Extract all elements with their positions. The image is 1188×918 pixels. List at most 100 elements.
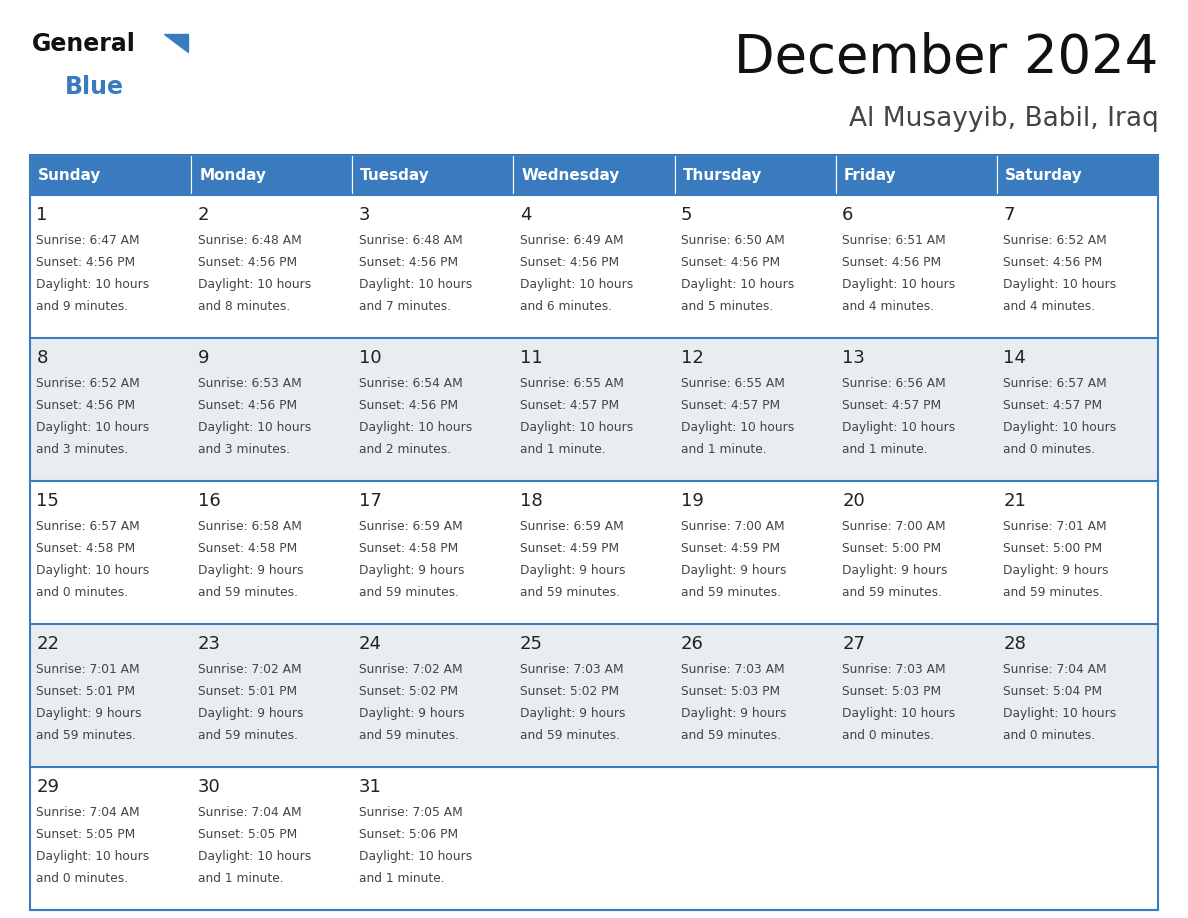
- Text: Sunset: 5:00 PM: Sunset: 5:00 PM: [1004, 542, 1102, 554]
- Text: Sunset: 4:56 PM: Sunset: 4:56 PM: [359, 398, 457, 412]
- Text: Daylight: 10 hours: Daylight: 10 hours: [842, 421, 955, 434]
- Text: Sunrise: 7:05 AM: Sunrise: 7:05 AM: [359, 806, 462, 819]
- Text: 21: 21: [1004, 492, 1026, 510]
- Text: Sunrise: 7:04 AM: Sunrise: 7:04 AM: [1004, 663, 1107, 676]
- Text: Sunrise: 7:04 AM: Sunrise: 7:04 AM: [197, 806, 302, 819]
- Text: and 1 minute.: and 1 minute.: [681, 443, 766, 456]
- Text: Daylight: 10 hours: Daylight: 10 hours: [1004, 707, 1117, 720]
- Text: Daylight: 10 hours: Daylight: 10 hours: [359, 278, 472, 291]
- Text: Sunrise: 6:50 AM: Sunrise: 6:50 AM: [681, 233, 785, 247]
- Text: 15: 15: [37, 492, 59, 510]
- Text: Wednesday: Wednesday: [522, 167, 620, 183]
- Text: and 2 minutes.: and 2 minutes.: [359, 443, 451, 456]
- Text: Sunrise: 7:00 AM: Sunrise: 7:00 AM: [681, 520, 784, 532]
- Text: Daylight: 9 hours: Daylight: 9 hours: [842, 564, 948, 577]
- Text: Sunset: 4:56 PM: Sunset: 4:56 PM: [37, 398, 135, 412]
- Text: Sunrise: 6:58 AM: Sunrise: 6:58 AM: [197, 520, 302, 532]
- Text: Daylight: 10 hours: Daylight: 10 hours: [520, 278, 633, 291]
- Text: 23: 23: [197, 635, 221, 654]
- Text: 2: 2: [197, 207, 209, 224]
- Text: 29: 29: [37, 778, 59, 797]
- Text: Daylight: 9 hours: Daylight: 9 hours: [197, 564, 303, 577]
- Text: Sunset: 5:00 PM: Sunset: 5:00 PM: [842, 542, 941, 554]
- Text: Sunset: 4:57 PM: Sunset: 4:57 PM: [520, 398, 619, 412]
- Text: Daylight: 10 hours: Daylight: 10 hours: [37, 278, 150, 291]
- Text: and 59 minutes.: and 59 minutes.: [37, 729, 137, 742]
- Text: Sunset: 4:57 PM: Sunset: 4:57 PM: [681, 398, 781, 412]
- Text: 30: 30: [197, 778, 220, 797]
- Text: Sunrise: 7:03 AM: Sunrise: 7:03 AM: [842, 663, 946, 676]
- Text: Sunrise: 6:55 AM: Sunrise: 6:55 AM: [681, 376, 785, 389]
- Text: and 59 minutes.: and 59 minutes.: [520, 586, 620, 599]
- Text: Sunset: 4:58 PM: Sunset: 4:58 PM: [197, 542, 297, 554]
- Text: 25: 25: [520, 635, 543, 654]
- Text: Sunset: 4:56 PM: Sunset: 4:56 PM: [842, 256, 941, 269]
- Text: Sunset: 5:02 PM: Sunset: 5:02 PM: [520, 685, 619, 698]
- Text: Sunset: 4:56 PM: Sunset: 4:56 PM: [197, 256, 297, 269]
- Text: Daylight: 9 hours: Daylight: 9 hours: [359, 707, 465, 720]
- Text: Sunset: 4:57 PM: Sunset: 4:57 PM: [842, 398, 941, 412]
- Text: and 1 minute.: and 1 minute.: [197, 872, 283, 885]
- Text: Thursday: Thursday: [683, 167, 762, 183]
- Text: Friday: Friday: [843, 167, 897, 183]
- Text: Sunrise: 7:03 AM: Sunrise: 7:03 AM: [681, 663, 784, 676]
- Text: Sunrise: 7:04 AM: Sunrise: 7:04 AM: [37, 806, 140, 819]
- Text: Sunset: 4:56 PM: Sunset: 4:56 PM: [1004, 256, 1102, 269]
- Text: Daylight: 10 hours: Daylight: 10 hours: [681, 278, 795, 291]
- Text: Sunset: 4:56 PM: Sunset: 4:56 PM: [681, 256, 781, 269]
- Text: and 7 minutes.: and 7 minutes.: [359, 300, 451, 313]
- Text: and 0 minutes.: and 0 minutes.: [37, 586, 128, 599]
- Text: 7: 7: [1004, 207, 1015, 224]
- Text: and 59 minutes.: and 59 minutes.: [520, 729, 620, 742]
- Text: Daylight: 9 hours: Daylight: 9 hours: [359, 564, 465, 577]
- Text: Sunrise: 6:48 AM: Sunrise: 6:48 AM: [359, 233, 462, 247]
- Text: and 59 minutes.: and 59 minutes.: [359, 729, 459, 742]
- Text: and 3 minutes.: and 3 minutes.: [197, 443, 290, 456]
- Text: Sunset: 4:59 PM: Sunset: 4:59 PM: [520, 542, 619, 554]
- Text: 31: 31: [359, 778, 381, 797]
- Text: Sunset: 5:03 PM: Sunset: 5:03 PM: [842, 685, 941, 698]
- Text: Sunrise: 6:52 AM: Sunrise: 6:52 AM: [1004, 233, 1107, 247]
- Text: 27: 27: [842, 635, 865, 654]
- Text: 9: 9: [197, 350, 209, 367]
- Text: Daylight: 10 hours: Daylight: 10 hours: [842, 278, 955, 291]
- Text: and 0 minutes.: and 0 minutes.: [842, 729, 934, 742]
- Text: Sunrise: 6:57 AM: Sunrise: 6:57 AM: [1004, 376, 1107, 389]
- Text: and 8 minutes.: and 8 minutes.: [197, 300, 290, 313]
- Text: Sunset: 4:56 PM: Sunset: 4:56 PM: [37, 256, 135, 269]
- Text: and 0 minutes.: and 0 minutes.: [1004, 729, 1095, 742]
- Text: Daylight: 9 hours: Daylight: 9 hours: [681, 707, 786, 720]
- Text: 18: 18: [520, 492, 543, 510]
- Text: Sunset: 5:01 PM: Sunset: 5:01 PM: [37, 685, 135, 698]
- Text: Sunrise: 6:59 AM: Sunrise: 6:59 AM: [520, 520, 624, 532]
- Text: and 1 minute.: and 1 minute.: [359, 872, 444, 885]
- Text: Daylight: 10 hours: Daylight: 10 hours: [359, 421, 472, 434]
- Text: Sunrise: 7:01 AM: Sunrise: 7:01 AM: [1004, 520, 1107, 532]
- Text: Sunset: 5:03 PM: Sunset: 5:03 PM: [681, 685, 781, 698]
- Text: 3: 3: [359, 207, 371, 224]
- Text: Daylight: 10 hours: Daylight: 10 hours: [1004, 421, 1117, 434]
- Text: Sunset: 5:05 PM: Sunset: 5:05 PM: [197, 828, 297, 841]
- Text: and 4 minutes.: and 4 minutes.: [842, 300, 934, 313]
- Text: Sunset: 5:06 PM: Sunset: 5:06 PM: [359, 828, 457, 841]
- Text: 4: 4: [520, 207, 531, 224]
- Text: and 9 minutes.: and 9 minutes.: [37, 300, 128, 313]
- Text: 26: 26: [681, 635, 704, 654]
- Text: Tuesday: Tuesday: [360, 167, 430, 183]
- Text: and 0 minutes.: and 0 minutes.: [1004, 443, 1095, 456]
- Text: Daylight: 9 hours: Daylight: 9 hours: [681, 564, 786, 577]
- Text: Sunset: 4:56 PM: Sunset: 4:56 PM: [197, 398, 297, 412]
- Text: Sunrise: 6:48 AM: Sunrise: 6:48 AM: [197, 233, 302, 247]
- Text: Sunrise: 6:57 AM: Sunrise: 6:57 AM: [37, 520, 140, 532]
- Text: Daylight: 10 hours: Daylight: 10 hours: [1004, 278, 1117, 291]
- Text: Sunrise: 6:56 AM: Sunrise: 6:56 AM: [842, 376, 946, 389]
- Text: and 59 minutes.: and 59 minutes.: [681, 729, 781, 742]
- Text: Sunrise: 6:54 AM: Sunrise: 6:54 AM: [359, 376, 462, 389]
- Text: 16: 16: [197, 492, 220, 510]
- Text: and 3 minutes.: and 3 minutes.: [37, 443, 128, 456]
- Text: Daylight: 9 hours: Daylight: 9 hours: [37, 707, 141, 720]
- Text: Sunday: Sunday: [38, 167, 101, 183]
- Text: 1: 1: [37, 207, 48, 224]
- Text: 13: 13: [842, 350, 865, 367]
- Text: Sunrise: 7:02 AM: Sunrise: 7:02 AM: [359, 663, 462, 676]
